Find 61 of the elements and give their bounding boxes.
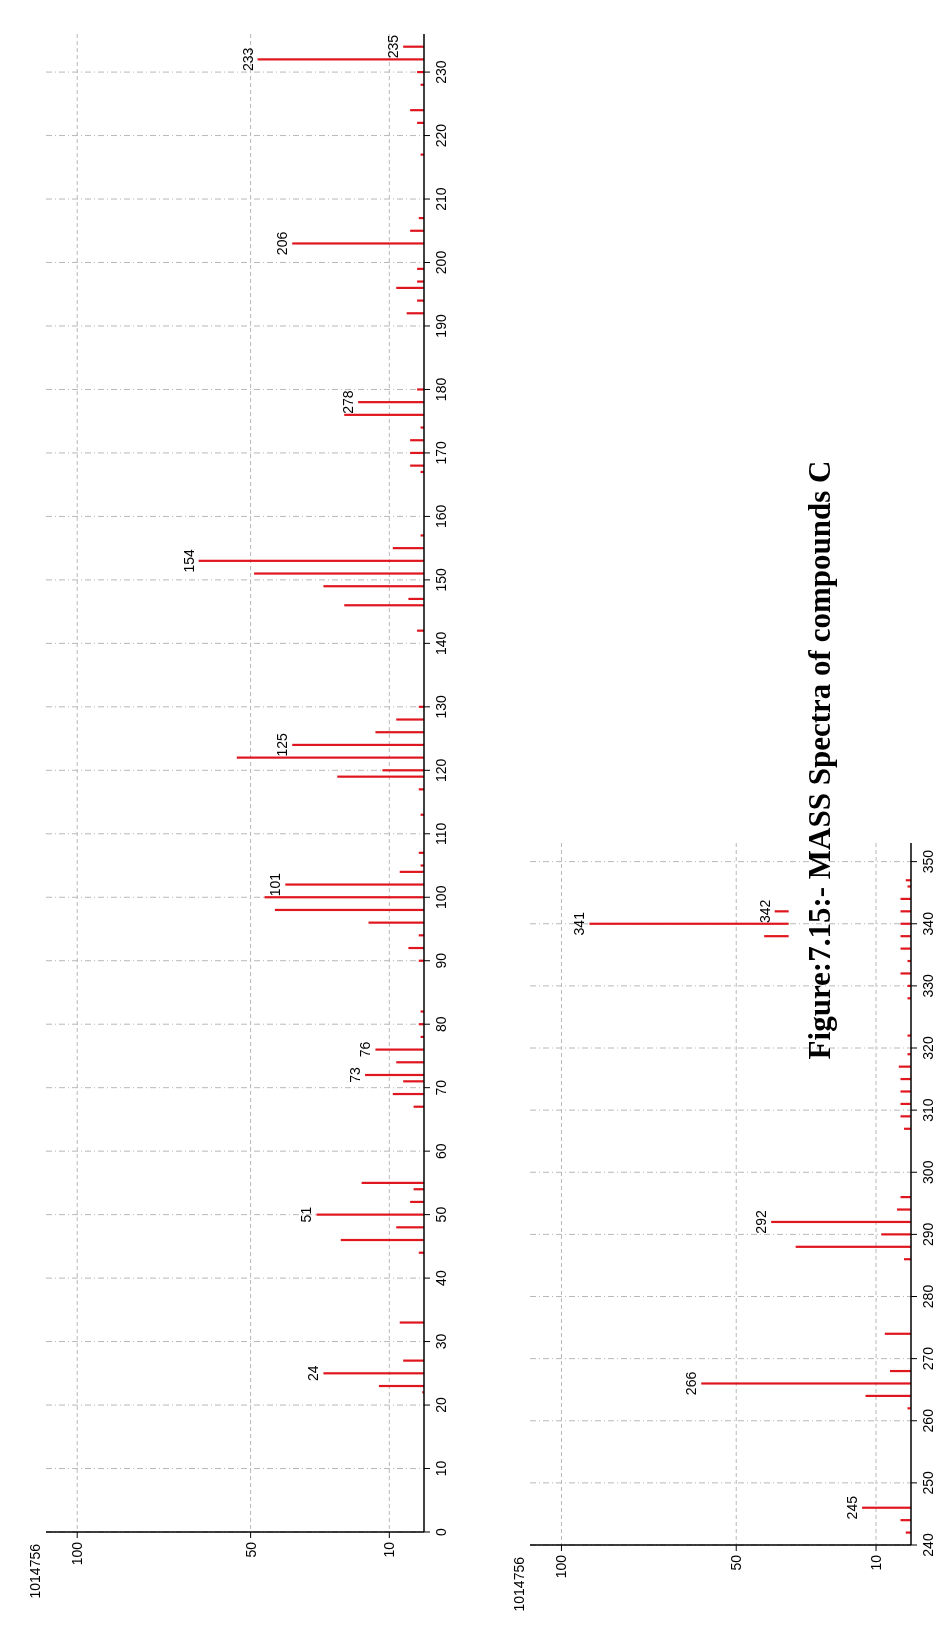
x-tick-label: 100: [553, 1554, 570, 1579]
y-tick-label: 200: [433, 250, 449, 275]
x-tick-label: 10: [381, 1541, 398, 1558]
text: 1014756: [511, 1556, 527, 1612]
y-tick-label: 0: [433, 1527, 449, 1536]
y-tick-label: 250: [920, 1470, 936, 1495]
y-tick-label: 60: [433, 1143, 449, 1159]
y-tick-label: 30: [433, 1333, 449, 1350]
annotation: 206: [274, 231, 291, 256]
annotation: 125: [274, 733, 291, 757]
annotation: 73: [347, 1066, 364, 1083]
y-tick-label: 320: [920, 1036, 936, 1060]
x-tick-label: 50: [242, 1541, 259, 1558]
annotation: 233: [239, 47, 256, 72]
y-tick-label: 110: [433, 822, 449, 845]
annotation: 235: [385, 34, 402, 59]
y-tick-label: 100: [433, 885, 449, 909]
y-tick-label: 240: [920, 1533, 936, 1557]
y-tick-label: 40: [433, 1270, 449, 1286]
annotation: 51: [298, 1206, 315, 1223]
x-tick-label: 10: [868, 1554, 885, 1571]
annotation: 278: [340, 390, 357, 414]
y-tick-label: 20: [433, 1397, 449, 1413]
text: 1014756: [27, 1543, 43, 1599]
y-tick-label: 80: [433, 1016, 449, 1032]
annotation: 76: [357, 1041, 374, 1058]
y-tick-label: 260: [920, 1408, 936, 1433]
y-tick-label: 280: [920, 1284, 936, 1309]
y-tick-label: 300: [920, 1160, 936, 1184]
x-tick-label: 50: [728, 1554, 745, 1571]
y-tick-label: 230: [433, 60, 449, 84]
chart-title: Figure:7.15:- MASS Spectra of compounds C: [802, 460, 837, 1060]
y-tick-label: 220: [433, 123, 449, 148]
annotation: 341: [571, 911, 588, 936]
y-tick-label: 340: [920, 911, 936, 936]
annotation: 24: [305, 1365, 322, 1382]
y-tick-label: 120: [433, 758, 449, 782]
y-tick-label: 160: [433, 504, 449, 529]
y-tick-label: 70: [433, 1079, 449, 1096]
y-tick-label: 90: [433, 952, 449, 969]
annotation: 292: [753, 1210, 770, 1234]
annotation: 245: [844, 1495, 861, 1520]
y-tick-label: 350: [920, 849, 936, 874]
y-tick-label: 170: [433, 441, 449, 465]
y-tick-label: 330: [920, 973, 936, 998]
y-tick-label: 190: [433, 314, 449, 338]
y-tick-label: 210: [433, 187, 449, 211]
annotation: 342: [756, 899, 773, 924]
annotation: 154: [180, 548, 197, 573]
y-tick-label: 290: [920, 1222, 936, 1247]
x-tick-label: 100: [69, 1541, 86, 1566]
y-tick-label: 130: [433, 694, 449, 719]
y-tick-label: 10: [433, 1460, 449, 1477]
y-tick-label: 180: [433, 377, 449, 402]
y-tick-label: 140: [433, 631, 449, 656]
y-tick-label: 150: [433, 567, 449, 592]
annotation: 266: [683, 1371, 700, 1396]
y-tick-label: 310: [920, 1098, 936, 1122]
y-tick-label: 50: [433, 1206, 449, 1223]
annotation: 101: [267, 872, 284, 897]
y-tick-label: 270: [920, 1346, 936, 1371]
